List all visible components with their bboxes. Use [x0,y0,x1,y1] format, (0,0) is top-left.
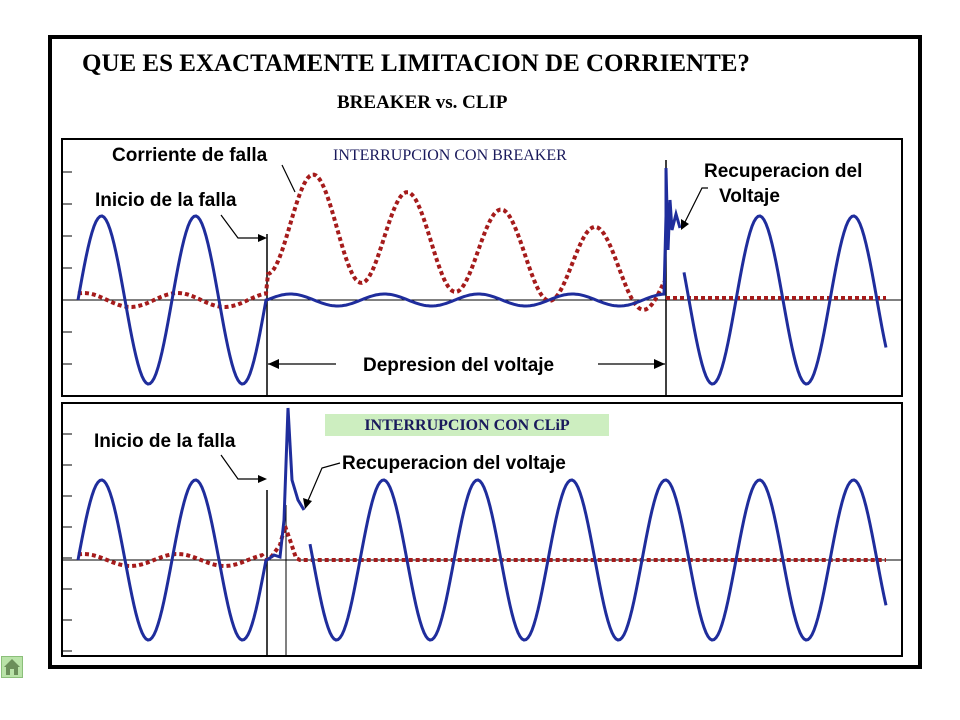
clip-panel-title: INTERRUPCION CON CLiP [364,417,570,434]
voltage-dip-arrowhead-left [268,359,279,369]
clip-voltage-trace [76,407,888,642]
home-icon [4,659,20,675]
breaker-voltage-trace [76,167,888,386]
fault-start-pointer-breaker [220,214,262,239]
label-fault-current: Corriente de falla [112,145,268,166]
slide-subtitle: BREAKER vs. CLIP [337,92,508,113]
label-fault-start-breaker: Inicio de la falla [95,190,237,211]
clip-panel-border [61,402,903,657]
fault-current-pointer [281,164,296,193]
slide-frame [48,35,922,669]
label-voltage-recovery-clip: Recuperacion del voltaje [342,453,566,474]
breaker-axis-ticks [62,171,72,397]
label-fault-start-clip: Inicio de la falla [94,431,236,452]
clip-title-badge [325,414,609,436]
fault-start-pointer-clip [220,454,262,480]
label-voltage-dip: Depresion del voltaje [363,355,554,376]
voltage-recovery-pointer [683,187,708,225]
home-button[interactable] [1,656,23,678]
label-voltage-recovery-2: Voltaje [719,186,780,207]
voltage-recovery-pointer-clip [306,462,341,504]
breaker-fault-current-trace [77,172,886,312]
voltage-recovery-arrowhead [681,219,689,230]
slide-title: QUE ES EXACTAMENTE LIMITACION DE CORRIEN… [82,50,750,77]
fault-start-arrowhead-clip [258,475,267,483]
clip-axis-ticks [62,433,72,652]
voltage-dip-arrowhead-right [654,359,665,369]
breaker-panel-title: INTERRUPCION CON BREAKER [333,147,567,164]
voltage-recovery-arrowhead-clip [303,498,312,509]
label-voltage-recovery-1: Recuperacion del [704,161,862,182]
fault-start-arrowhead-breaker [258,234,267,242]
